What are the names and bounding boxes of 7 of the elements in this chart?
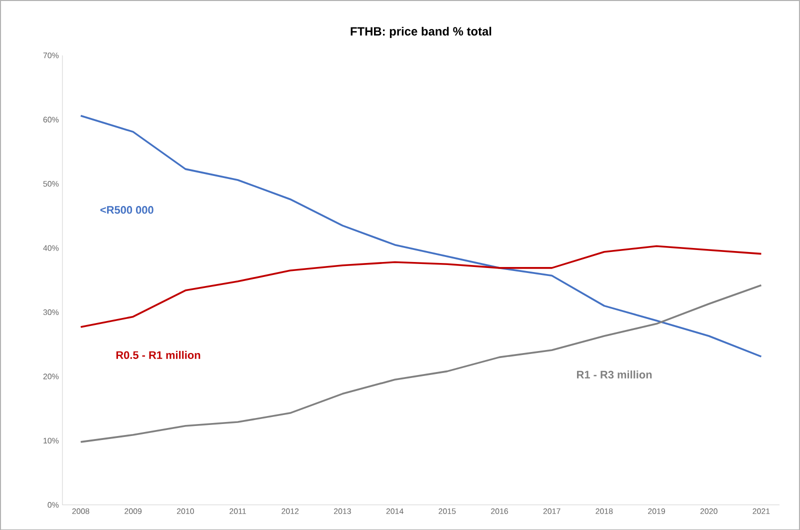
- line-series: [80, 114, 762, 358]
- chart-title: FTHB: price band % total: [350, 26, 492, 38]
- text: R1 - R3 million: [577, 370, 652, 378]
- line-series: [80, 245, 762, 328]
- text: R0.5 - R1 million: [116, 350, 200, 359]
- text: <R500 000: [100, 206, 154, 214]
- line-series: [80, 284, 762, 443]
